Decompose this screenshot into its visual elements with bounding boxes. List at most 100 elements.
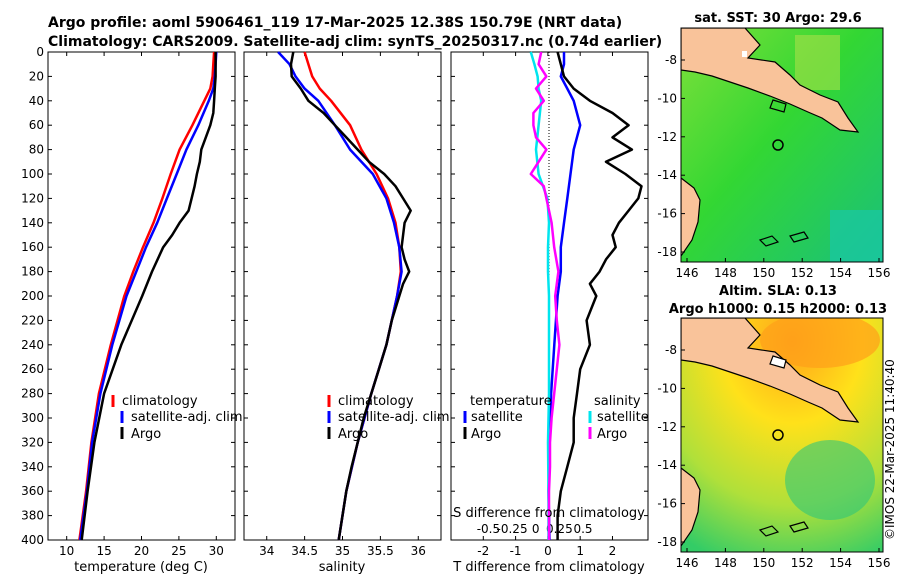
title-line-1: Argo profile: aoml 5906461_119 17-Mar-20… bbox=[48, 15, 622, 31]
legend-satellite-label: satellite-adj. clim bbox=[338, 410, 450, 425]
island bbox=[758, 525, 780, 537]
lon-tick-label: 154 bbox=[829, 266, 852, 280]
depth-tick-label: 120 bbox=[21, 191, 44, 205]
lon-tick-label: 146 bbox=[676, 266, 699, 280]
lat-tick-label: -10 bbox=[657, 381, 677, 395]
depth-tick-label: 360 bbox=[21, 484, 44, 498]
s-difference-x-label: S difference from climatology bbox=[453, 506, 645, 521]
lat-tick-label: -8 bbox=[665, 53, 677, 67]
land-australia bbox=[681, 467, 701, 548]
x-tick-label: 35 bbox=[335, 544, 350, 558]
sla-map-title-1: Altim. SLA: 0.13 bbox=[719, 284, 837, 299]
sst-map-lon-ticks: 146 148 150 152 154 156 bbox=[676, 258, 890, 280]
title-line-2: Climatology: CARS2009. Satellite-adj cli… bbox=[48, 34, 662, 50]
x-tick-label: 30 bbox=[209, 544, 224, 558]
x-tick-label: -1 bbox=[510, 544, 522, 558]
depth-tick-label: 200 bbox=[21, 289, 44, 303]
legend-t-satellite-label: satellite bbox=[471, 410, 523, 425]
x-tick-label: 2 bbox=[609, 544, 617, 558]
x-tick-label: 34 bbox=[259, 544, 274, 558]
temperature-series bbox=[78, 51, 218, 541]
lat-tick-label: -16 bbox=[657, 207, 677, 221]
island bbox=[758, 235, 780, 247]
lon-tick-label: 146 bbox=[676, 556, 699, 570]
x-tick-label: 20 bbox=[134, 544, 149, 558]
series-line-satellite-adj-clim bbox=[78, 51, 218, 541]
s-tick-label: 0.25 bbox=[546, 522, 573, 536]
missing-data-pixel bbox=[742, 51, 747, 57]
legend-temperature-heading: temperature bbox=[470, 394, 552, 409]
legend-s-argo-label: Argo bbox=[597, 427, 627, 442]
t-difference-x-label: T difference from climatology bbox=[452, 560, 645, 575]
temperature-axis-ticks: 10 15 20 25 30 bbox=[59, 52, 224, 558]
imos-watermark: ©IMOS 22-Mar-2025 11:40:40 bbox=[883, 359, 897, 540]
x-tick-label: -2 bbox=[477, 544, 489, 558]
sla-low-patch bbox=[785, 440, 875, 520]
sst-map-title: sat. SST: 30 Argo: 29.6 bbox=[694, 11, 861, 26]
depth-tick-label: 20 bbox=[29, 69, 44, 83]
depth-tick-label: 80 bbox=[29, 143, 44, 157]
depth-tick-label: 400 bbox=[21, 533, 44, 547]
legend-argo-label: Argo bbox=[131, 427, 161, 442]
argo-location-marker bbox=[772, 429, 784, 441]
legend-argo-label: Argo bbox=[338, 427, 368, 442]
land-new-guinea bbox=[681, 28, 860, 133]
lon-tick-label: 150 bbox=[752, 556, 775, 570]
island bbox=[789, 231, 809, 243]
difference-legend: temperature satellite Argo salinity sate… bbox=[463, 394, 649, 442]
x-tick-label: 36 bbox=[411, 544, 426, 558]
x-tick-label: 34.5 bbox=[291, 544, 318, 558]
depth-tick-label: 340 bbox=[21, 460, 44, 474]
lat-tick-label: -14 bbox=[657, 458, 677, 472]
land-australia bbox=[681, 177, 701, 258]
lat-tick-label: -10 bbox=[657, 91, 677, 105]
depth-tick-label: 100 bbox=[21, 167, 44, 181]
island bbox=[769, 355, 787, 369]
x-tick-label: 10 bbox=[59, 544, 74, 558]
depth-tick-label: 0 bbox=[36, 45, 44, 59]
lon-tick-label: 154 bbox=[829, 556, 852, 570]
depth-tick-label: 60 bbox=[29, 118, 44, 132]
lon-tick-label: 148 bbox=[714, 266, 737, 280]
lat-tick-label: -18 bbox=[657, 245, 677, 259]
depth-tick-label: 40 bbox=[29, 94, 44, 108]
depth-tick-label: 240 bbox=[21, 338, 44, 352]
s-difference-axis-ticks: -0.5-0.25 0 0.25 0.5 bbox=[477, 522, 593, 536]
x-tick-label: 25 bbox=[171, 544, 186, 558]
depth-tick-label: 140 bbox=[21, 216, 44, 230]
salinity-plot-frame bbox=[243, 51, 442, 541]
x-tick-label: 35.5 bbox=[367, 544, 394, 558]
island bbox=[789, 521, 809, 533]
depth-tick-label: 300 bbox=[21, 411, 44, 425]
difference-series bbox=[529, 51, 643, 541]
sst-cool-patch bbox=[830, 210, 883, 262]
temperature-x-label: temperature (deg C) bbox=[74, 560, 208, 575]
sla-map: Altim. SLA: 0.13 Argo h1000: 0.15 h2000:… bbox=[657, 284, 890, 570]
lat-tick-label: -12 bbox=[657, 130, 677, 144]
temperature-legend: climatology satellite-adj. clim Argo bbox=[111, 394, 243, 442]
sst-map-lat-ticks: -8 -10 -12 -14 -16 -18 bbox=[657, 53, 685, 259]
sla-map-title-2: Argo h1000: 0.15 h2000: 0.13 bbox=[669, 302, 887, 317]
land-new-guinea bbox=[681, 318, 860, 423]
depth-tick-label: 160 bbox=[21, 240, 44, 254]
series-line-s-argo bbox=[529, 51, 561, 540]
series-line-t-satellite bbox=[547, 52, 582, 541]
depth-tick-label: 280 bbox=[21, 387, 44, 401]
s-tick-label: -0.25 bbox=[497, 522, 528, 536]
legend-salinity-heading: salinity bbox=[594, 394, 641, 409]
salinity-axis-ticks: 34 34.5 35 35.5 36 bbox=[259, 52, 426, 558]
depth-tick-label: 260 bbox=[21, 362, 44, 376]
depth-tick-label: 380 bbox=[21, 509, 44, 523]
lon-tick-label: 152 bbox=[791, 556, 814, 570]
salinity-profile-chart: 34 34.5 35 35.5 36 salinity climatology sate… bbox=[243, 51, 450, 575]
depth-tick-label: 180 bbox=[21, 265, 44, 279]
series-line-t-argo bbox=[556, 51, 643, 540]
lon-tick-label: 150 bbox=[752, 266, 775, 280]
lon-tick-label: 156 bbox=[868, 556, 891, 570]
sst-map: sat. SST: 30 Argo: 29.6 -8 -10 -12 -14 -16 -1… bbox=[657, 11, 890, 280]
lat-tick-label: -16 bbox=[657, 497, 677, 511]
salinity-legend: climatology satellite-adj. clim Argo bbox=[327, 394, 450, 442]
legend-climatology-label: climatology bbox=[122, 394, 198, 409]
sla-map-lon-ticks: 146 148 150 152 154 156 bbox=[676, 548, 891, 570]
